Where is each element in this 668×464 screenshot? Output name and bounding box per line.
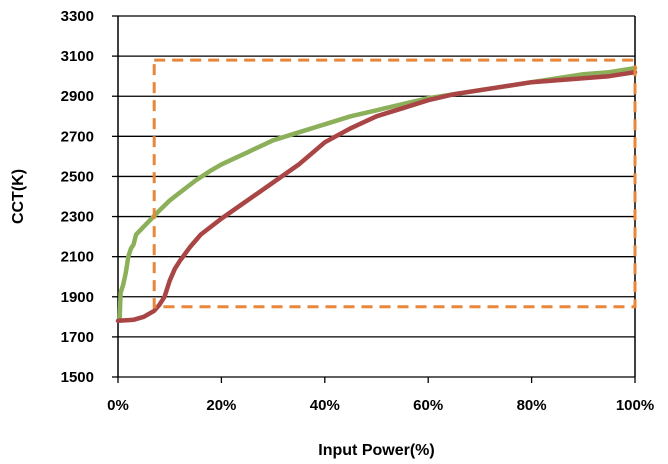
series-line-0 [117, 65, 638, 324]
x-tick-label-2: 40% [310, 397, 340, 414]
series-line-1 [115, 69, 638, 324]
x-tick-label-0: 0% [107, 397, 129, 414]
x-tick-label-5: 100% [616, 397, 654, 414]
annotation-box [152, 58, 637, 309]
y-tick-label-3: 2100 [61, 249, 94, 266]
y-axis-ticks: 1500 1700 1900 2100 2300 2500 2700 2900 3100 3300 [61, 8, 94, 386]
x-tick-label-1: 20% [206, 397, 236, 414]
x-tick-label-4: 80% [517, 397, 547, 414]
y-tick-label-6: 2700 [61, 128, 94, 145]
y-tick-label-0: 1500 [61, 369, 94, 386]
x-axis-label: Input Power(%) [318, 442, 434, 459]
y-tick-label-7: 2900 [61, 88, 94, 105]
y-tick-label-5: 2500 [61, 168, 94, 185]
y-tick-label-1: 1700 [61, 329, 94, 346]
y-tick-label-9: 3300 [61, 8, 94, 25]
x-axis-ticks: 0% 20% 40% 60% 80% 100% [107, 397, 654, 414]
series-lines [115, 65, 638, 324]
y-tick-label-2: 1900 [61, 289, 94, 306]
grid-lines [112, 15, 636, 383]
y-axis-label: CCT(K) [10, 169, 27, 224]
y-tick-label-8: 3100 [61, 48, 94, 65]
y-tick-label-4: 2300 [61, 209, 94, 226]
x-tick-label-3: 60% [413, 397, 443, 414]
annotation-dashed-box [152, 58, 637, 309]
